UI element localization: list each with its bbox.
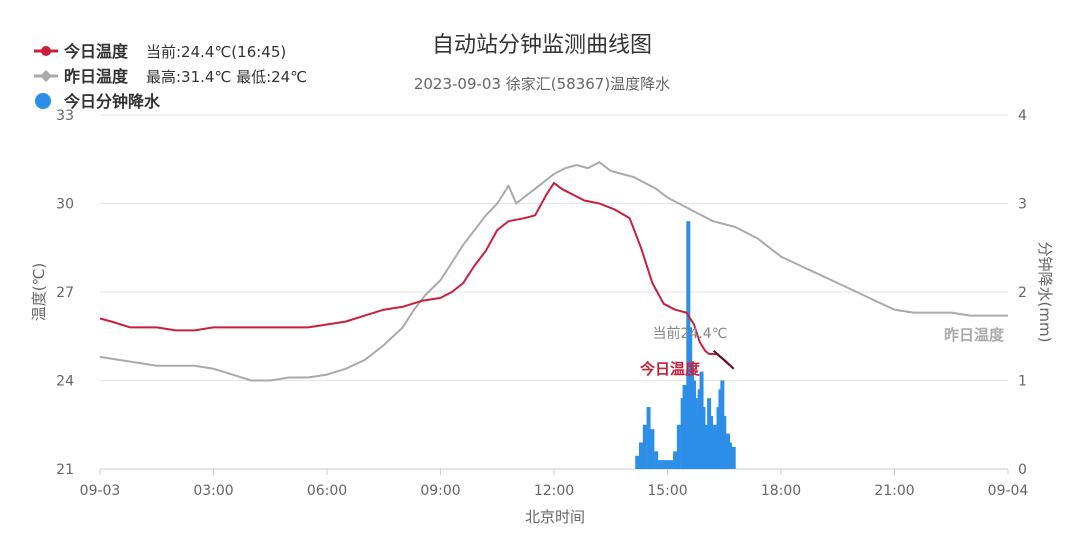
precip-bar: [676, 424, 681, 469]
x-axis-label: 北京时间: [525, 508, 585, 526]
y-tick-label: 21: [56, 462, 74, 478]
y-tick-label: 24: [56, 374, 74, 390]
y2-tick-label: 4: [1018, 108, 1027, 124]
precip-bar: [639, 442, 644, 469]
precip-bar: [650, 429, 655, 469]
y2-tick-label: 2: [1018, 285, 1027, 301]
legend-label-today: 今日温度: [63, 42, 129, 61]
chart-title: 自动站分钟监测曲线图: [432, 33, 652, 58]
x-tick-label: 09-04: [988, 483, 1029, 499]
precip-bars: [635, 221, 736, 469]
y-axis-left: 21 24 27 30 33: [56, 108, 74, 478]
x-tick-label: 18:00: [761, 483, 801, 499]
y2-tick-label: 3: [1018, 197, 1027, 213]
precip-bar: [657, 460, 662, 469]
legend-item-precip[interactable]: 今日分钟降水: [35, 92, 161, 111]
precip-bar: [673, 451, 678, 469]
legend: 今日温度 当前:24.4℃(16:45) 昨日温度 最高:31.4℃ 最低:24…: [34, 42, 307, 111]
current-temp-marker: [713, 349, 735, 370]
x-tick-label: 12:00: [534, 483, 574, 499]
y-axis-right: 0 1 2 3 4: [1018, 108, 1027, 478]
legend-label-precip: 今日分钟降水: [63, 92, 161, 111]
precip-bar: [731, 446, 736, 469]
precip-bar: [669, 460, 674, 469]
y-tick-label: 33: [56, 108, 74, 124]
precip-bar: [646, 407, 651, 469]
yesterday-series-label: 昨日温度: [944, 326, 1005, 344]
x-tick-label: 06:00: [307, 483, 347, 499]
legend-dot-icon: [35, 93, 51, 109]
y-tick-label: 27: [56, 285, 74, 301]
yesterday-temperature-line: [99, 161, 1008, 382]
legend-item-yesterday[interactable]: 昨日温度 最高:31.4℃ 最低:24℃: [34, 67, 307, 86]
legend-info-today: 当前:24.4℃(16:45): [146, 43, 286, 61]
grid: [100, 114, 1008, 470]
today-series-label: 今日温度: [639, 360, 701, 378]
x-axis: 09-03 03:00 06:00 09:00 12:00 15:00 18:00 21:00…: [80, 468, 1029, 499]
precip-bar: [661, 460, 666, 469]
precip-bar: [654, 451, 659, 469]
legend-info-yesterday: 最高:31.4℃ 最低:24℃: [146, 68, 307, 86]
x-tick-label: 09-03: [80, 483, 121, 499]
today-temperature-line: [99, 181, 735, 370]
y2-axis-label: 分钟降水(mm): [1036, 242, 1054, 343]
y-tick-label: 30: [56, 197, 74, 213]
legend-label-yesterday: 昨日温度: [64, 67, 129, 86]
y2-tick-label: 1: [1018, 374, 1027, 390]
temperature-lines: [99, 161, 1008, 382]
precip-bar: [665, 460, 670, 469]
x-tick-label: 21:00: [874, 483, 914, 499]
x-tick-label: 15:00: [647, 483, 687, 499]
y-axis-label: 温度(℃): [30, 263, 48, 322]
precip-bar: [642, 424, 647, 469]
legend-marker-icon: [41, 46, 51, 56]
current-temp-annotation: 当前24.4℃: [653, 325, 728, 342]
precip-bar: [635, 455, 640, 469]
y2-tick-label: 0: [1018, 462, 1027, 478]
legend-item-today[interactable]: 今日温度 当前:24.4℃(16:45): [34, 42, 286, 61]
chart-subtitle: 2023-09-03 徐家汇(58367)温度降水: [414, 75, 670, 93]
legend-diamond-icon: [40, 70, 52, 82]
x-tick-label: 03:00: [193, 483, 233, 499]
x-tick-label: 09:00: [420, 483, 460, 499]
